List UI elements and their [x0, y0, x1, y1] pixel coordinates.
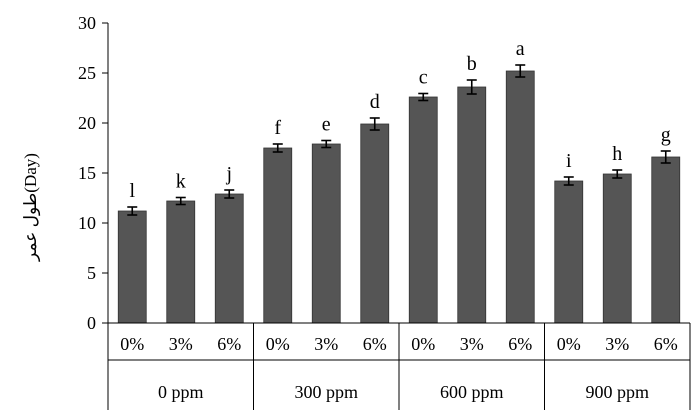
x-tick-label: 3%: [460, 334, 484, 354]
y-axis-label: طول عمر(Day): [21, 153, 41, 262]
group-label: 900 ppm: [585, 382, 649, 402]
x-tick-label: 6%: [654, 334, 678, 354]
bar: [651, 156, 681, 324]
data-label: k: [176, 171, 186, 193]
x-tick-label: 6%: [217, 334, 241, 354]
bar: [360, 123, 390, 324]
y-tick-label: 25: [78, 63, 96, 83]
data-label: l: [129, 180, 135, 202]
x-tick-label: 6%: [363, 334, 387, 354]
x-tick-label: 0%: [120, 334, 144, 354]
bar: [117, 210, 147, 324]
data-label: e: [322, 114, 331, 136]
bar: [554, 180, 584, 324]
bar: [505, 70, 535, 324]
x-tick-label: 0%: [266, 334, 290, 354]
bar: [166, 200, 196, 324]
y-tick-label: 5: [87, 263, 96, 283]
bar: [311, 143, 341, 324]
data-label: h: [612, 143, 622, 165]
data-label: g: [661, 124, 671, 146]
y-axis: 0 5 10 15 20 25 30: [78, 13, 109, 333]
group-label: 600 ppm: [440, 382, 504, 402]
x-tick-label: 3%: [314, 334, 338, 354]
y-tick-label: 0: [87, 313, 96, 333]
data-label: d: [370, 91, 380, 113]
group-label: 300 ppm: [294, 382, 358, 402]
x-axis: 0 ppm 0% 3% 6% 300 ppm 0% 3% 6% 600 ppm 0% 3% 6% 900…: [107, 322, 691, 410]
data-label: c: [419, 67, 428, 89]
bar: [214, 193, 244, 324]
y-tick-label: 10: [78, 213, 96, 233]
bar: [457, 86, 487, 324]
x-tick-label: 0%: [411, 334, 435, 354]
x-tick-label: 3%: [169, 334, 193, 354]
bar: [263, 147, 293, 324]
data-label: f: [274, 117, 281, 139]
x-tick-label: 3%: [605, 334, 629, 354]
data-label: i: [566, 150, 572, 172]
bars: l k j f e d c b a i h g: [117, 38, 681, 324]
group-label: 0 ppm: [158, 382, 204, 402]
y-tick-label: 15: [78, 163, 96, 183]
x-tick-label: 0%: [557, 334, 581, 354]
x-tick-label: 6%: [508, 334, 532, 354]
bar: [408, 96, 438, 324]
y-tick-label: 20: [78, 113, 96, 133]
bar: [602, 173, 632, 324]
data-label: b: [467, 53, 477, 75]
data-label: j: [225, 163, 232, 185]
data-label: a: [516, 38, 525, 60]
y-tick-label: 30: [78, 13, 96, 33]
